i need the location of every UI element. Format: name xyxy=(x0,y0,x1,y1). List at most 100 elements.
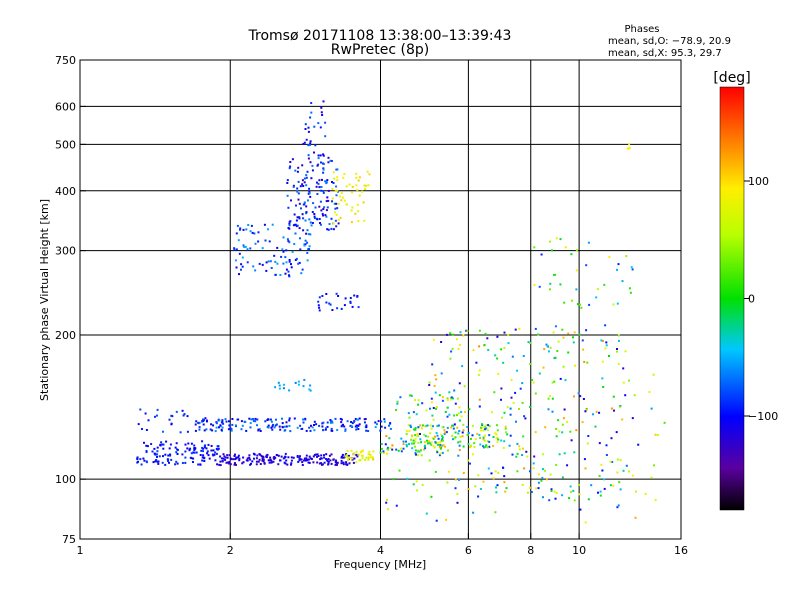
data-point xyxy=(306,251,309,254)
data-point xyxy=(257,231,260,234)
data-point xyxy=(318,306,321,309)
data-point xyxy=(274,456,277,459)
data-point xyxy=(207,443,210,446)
data-point xyxy=(238,459,241,462)
data-point xyxy=(219,455,222,458)
data-point xyxy=(308,248,310,251)
data-point xyxy=(350,421,353,423)
data-point xyxy=(485,423,488,426)
data-point xyxy=(372,458,375,461)
data-point xyxy=(255,457,258,460)
data-point xyxy=(477,474,480,477)
data-point xyxy=(572,489,575,492)
data-point xyxy=(300,428,303,430)
data-point xyxy=(335,194,338,197)
data-point xyxy=(532,462,535,465)
data-point xyxy=(504,490,507,493)
data-point xyxy=(325,215,328,218)
data-point xyxy=(288,227,291,230)
data-point xyxy=(503,475,506,478)
data-point xyxy=(192,451,195,454)
data-point xyxy=(220,457,223,460)
data-point xyxy=(222,453,225,456)
data-point xyxy=(318,462,321,465)
data-point xyxy=(542,468,544,471)
data-point xyxy=(450,398,453,401)
data-point xyxy=(617,334,620,337)
data-point xyxy=(596,288,599,291)
data-point xyxy=(374,426,377,429)
colorbar: [deg] −100 0 100 xyxy=(713,70,778,511)
data-point xyxy=(367,453,370,456)
data-point xyxy=(516,452,519,455)
data-point xyxy=(493,391,496,394)
data-point xyxy=(592,413,594,416)
data-point xyxy=(436,434,439,437)
y-tick-label: 750 xyxy=(55,54,76,67)
data-point xyxy=(308,187,311,190)
data-point xyxy=(505,487,508,490)
data-point xyxy=(145,450,148,453)
data-point xyxy=(137,423,140,426)
data-point xyxy=(601,360,604,363)
data-point xyxy=(487,424,490,427)
data-point xyxy=(423,445,426,448)
data-point xyxy=(406,477,409,480)
data-point xyxy=(225,461,228,464)
data-point xyxy=(521,454,524,456)
data-point xyxy=(365,424,368,427)
data-point xyxy=(420,454,423,457)
data-point xyxy=(218,419,221,422)
data-point xyxy=(497,471,500,474)
data-point xyxy=(434,442,437,445)
data-point xyxy=(144,412,147,415)
data-point xyxy=(440,446,443,449)
data-point xyxy=(267,424,270,427)
data-point xyxy=(564,379,567,382)
data-point xyxy=(214,451,217,454)
data-point xyxy=(430,401,433,404)
data-point xyxy=(415,480,418,483)
data-point xyxy=(335,185,338,188)
data-point xyxy=(538,285,541,288)
y-axis-ticks: 75 100 200 300 400 500 600 750 xyxy=(55,54,86,546)
data-point xyxy=(235,248,238,251)
data-point xyxy=(276,423,278,426)
data-point xyxy=(424,447,427,450)
data-point xyxy=(270,267,273,269)
data-point xyxy=(457,412,460,415)
data-point xyxy=(332,222,335,225)
data-point xyxy=(441,436,444,439)
data-point xyxy=(300,207,302,210)
data-point xyxy=(553,273,556,276)
data-point xyxy=(271,428,274,431)
data-point xyxy=(585,264,588,267)
data-point xyxy=(445,518,448,521)
data-point xyxy=(335,202,338,205)
data-point xyxy=(234,424,237,427)
data-point xyxy=(355,453,358,456)
data-point xyxy=(569,485,572,488)
data-point xyxy=(222,422,225,425)
data-point xyxy=(472,511,475,514)
data-point xyxy=(408,443,410,446)
data-point xyxy=(473,446,476,448)
data-point xyxy=(650,476,653,479)
data-point xyxy=(274,424,277,427)
data-point xyxy=(577,483,580,486)
data-point xyxy=(162,443,165,446)
data-point xyxy=(199,454,202,456)
data-point xyxy=(323,454,325,457)
data-point xyxy=(321,295,324,297)
data-point xyxy=(402,447,405,450)
data-point xyxy=(317,154,320,157)
data-point xyxy=(555,435,558,438)
data-point xyxy=(301,268,304,271)
data-point xyxy=(197,421,200,424)
data-point xyxy=(305,429,308,432)
data-point xyxy=(500,348,503,351)
data-point xyxy=(318,309,321,312)
data-point xyxy=(456,501,459,504)
data-point xyxy=(482,480,485,483)
data-point xyxy=(321,463,324,466)
